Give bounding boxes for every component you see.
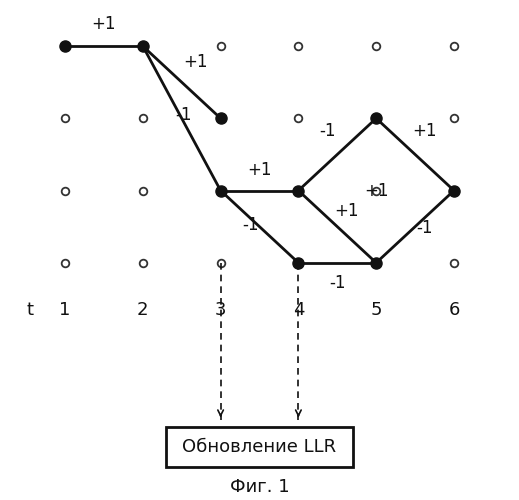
Text: +1: +1 bbox=[412, 122, 436, 140]
Text: 5: 5 bbox=[371, 300, 382, 318]
Text: -1: -1 bbox=[329, 274, 346, 292]
Text: Обновление LLR: Обновление LLR bbox=[183, 438, 336, 456]
Text: -1: -1 bbox=[242, 216, 258, 234]
Text: 4: 4 bbox=[293, 300, 304, 318]
Text: -1: -1 bbox=[175, 106, 192, 124]
Text: +1: +1 bbox=[247, 162, 272, 180]
Text: +1: +1 bbox=[334, 202, 359, 220]
Text: Фиг. 1: Фиг. 1 bbox=[230, 478, 289, 496]
Text: +1: +1 bbox=[92, 16, 116, 34]
Text: +1: +1 bbox=[183, 53, 208, 71]
Text: 6: 6 bbox=[448, 300, 460, 318]
Text: t: t bbox=[26, 300, 34, 318]
Text: 3: 3 bbox=[215, 300, 226, 318]
Bar bbox=[166, 427, 353, 467]
Text: 2: 2 bbox=[137, 300, 148, 318]
Text: 1: 1 bbox=[59, 300, 71, 318]
Text: -1: -1 bbox=[320, 122, 336, 140]
Text: +1: +1 bbox=[364, 182, 388, 200]
Text: -1: -1 bbox=[416, 219, 433, 237]
